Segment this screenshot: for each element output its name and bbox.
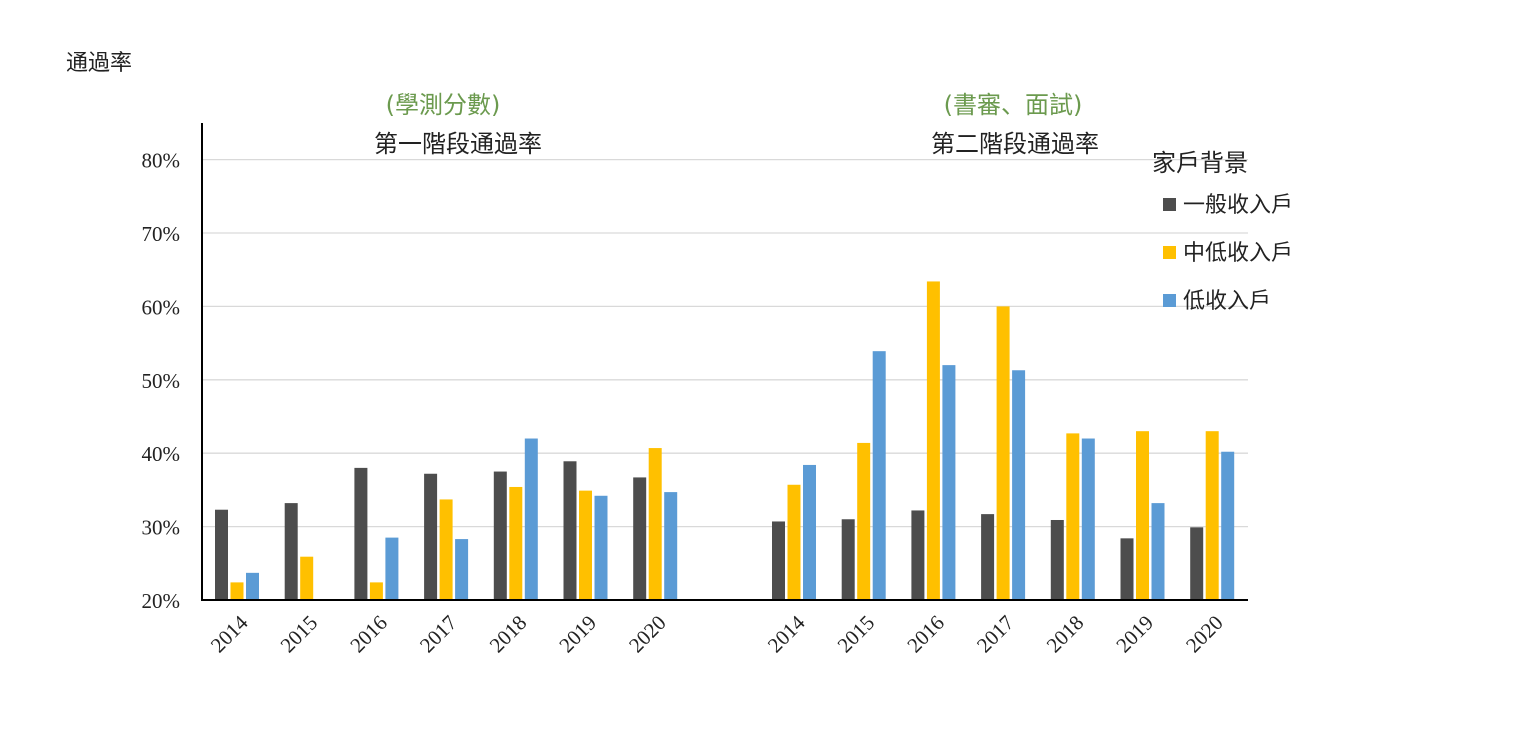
x-tick-label: 2016 bbox=[902, 611, 949, 658]
panel-1-title: 第一階段通過率 bbox=[374, 130, 542, 158]
bar-general-2016-panel1 bbox=[354, 467, 368, 600]
x-tick-label: 2020 bbox=[1181, 611, 1228, 658]
y-tick-label: 50% bbox=[142, 369, 181, 393]
bar-general-2020-panel2 bbox=[1190, 527, 1204, 600]
legend-label-general: 一般收入戶 bbox=[1183, 193, 1293, 218]
legend-swatch-lower-middle bbox=[1163, 246, 1176, 259]
bar-lower-middle-2020-panel2 bbox=[1205, 431, 1219, 600]
y-tick-label: 40% bbox=[142, 442, 181, 466]
x-tick-label: 2017 bbox=[972, 611, 1019, 658]
bar-low-2016-panel2 bbox=[942, 365, 956, 600]
bar-low-2014-panel2 bbox=[803, 464, 816, 600]
bar-lower-middle-2015-panel2 bbox=[857, 442, 871, 600]
bar-low-2020-panel2 bbox=[1221, 451, 1235, 600]
x-tick-labels: 2014 2015 2016 2017 2018 2019 2020 2014 2015 2016… bbox=[206, 610, 1228, 657]
bar-general-2020-panel1 bbox=[633, 477, 647, 600]
bar-lower-middle-2018-panel1 bbox=[509, 486, 523, 600]
panel-2-title: 第二階段通過率 bbox=[931, 130, 1099, 158]
bar-general-2019-panel2 bbox=[1120, 538, 1134, 600]
legend-swatch-low bbox=[1163, 294, 1176, 307]
x-tick-label: 2018 bbox=[485, 611, 532, 658]
legend-title: 家戶背景 bbox=[1152, 149, 1248, 177]
x-tick-label: 2019 bbox=[554, 611, 601, 658]
bar-low-2020-panel1 bbox=[664, 492, 678, 600]
x-tick-label: 2016 bbox=[345, 611, 392, 658]
y-tick-label: 70% bbox=[142, 222, 181, 246]
bar-low-2017-panel2 bbox=[1012, 370, 1026, 600]
bar-lower-middle-2015-panel1 bbox=[300, 556, 314, 600]
bar-general-2017-panel2 bbox=[981, 514, 995, 600]
legend: 家戶背景 一般收入戶 中低收入戶 低收入戶 bbox=[1152, 149, 1293, 314]
axes bbox=[201, 123, 1248, 601]
panel-1-subtitle: (學測分數) bbox=[386, 91, 501, 119]
bar-lower-middle-2016-panel2 bbox=[926, 281, 940, 600]
y-tick-labels: 20% 30% 40% 50% 60% 70% 80% bbox=[142, 149, 181, 613]
x-tick-label: 2015 bbox=[276, 611, 323, 658]
bar-low-2014-panel1 bbox=[246, 572, 259, 600]
bar-lower-middle-2018-panel2 bbox=[1066, 433, 1080, 600]
bar-low-2019-panel2 bbox=[1151, 503, 1165, 600]
bar-low-2016-panel1 bbox=[385, 537, 399, 600]
bar-lower-middle-2014-panel1 bbox=[230, 582, 244, 600]
legend-label-lower-middle: 中低收入戶 bbox=[1183, 241, 1293, 266]
bar-general-2018-panel2 bbox=[1050, 519, 1064, 600]
bar-general-2016-panel2 bbox=[911, 510, 925, 600]
bar-low-2017-panel1 bbox=[455, 539, 469, 600]
y-axis-label: 通過率 bbox=[66, 51, 132, 76]
legend-label-low: 低收入戶 bbox=[1183, 289, 1271, 314]
x-tick-label: 2015 bbox=[833, 611, 880, 658]
bar-general-2018-panel1 bbox=[493, 471, 507, 600]
bar-low-2018-panel2 bbox=[1081, 438, 1095, 600]
panel-2-subtitle: (書審、面試) bbox=[944, 91, 1083, 119]
x-tick-label: 2014 bbox=[763, 610, 810, 657]
bar-general-2019-panel1 bbox=[563, 461, 577, 600]
bar-lower-middle-2019-panel2 bbox=[1136, 431, 1149, 600]
panel-titles: (學測分數) 第一階段通過率 (書審、面試) 第二階段通過率 bbox=[374, 91, 1099, 158]
x-tick-label: 2014 bbox=[206, 610, 253, 657]
bar-general-2015-panel2 bbox=[841, 519, 855, 600]
x-tick-label: 2017 bbox=[415, 611, 462, 658]
x-tick-label: 2019 bbox=[1111, 611, 1158, 658]
y-tick-label: 60% bbox=[142, 295, 181, 319]
bar-low-2018-panel1 bbox=[524, 438, 538, 600]
bar-low-2015-panel2 bbox=[872, 351, 886, 600]
bar-lower-middle-2019-panel1 bbox=[579, 490, 592, 600]
bar-general-2014-panel2 bbox=[772, 521, 785, 600]
y-tick-label: 80% bbox=[142, 149, 181, 173]
y-tick-label: 20% bbox=[142, 589, 181, 613]
x-tick-label: 2018 bbox=[1042, 611, 1089, 658]
bar-general-2017-panel1 bbox=[424, 473, 438, 600]
bar-lower-middle-2020-panel1 bbox=[648, 448, 662, 600]
bar-lower-middle-2017-panel1 bbox=[439, 499, 453, 600]
bar-low-2019-panel1 bbox=[594, 495, 608, 600]
bar-lower-middle-2016-panel1 bbox=[369, 582, 383, 600]
bar-lower-middle-2014-panel2 bbox=[787, 484, 801, 600]
y-tick-label: 30% bbox=[142, 516, 181, 540]
bar-general-2015-panel1 bbox=[284, 503, 298, 600]
x-tick-label: 2020 bbox=[624, 611, 671, 658]
bar-lower-middle-2017-panel2 bbox=[996, 306, 1010, 600]
legend-swatch-general bbox=[1163, 198, 1176, 211]
bar-general-2014-panel1 bbox=[215, 509, 228, 600]
bars bbox=[215, 281, 1235, 600]
